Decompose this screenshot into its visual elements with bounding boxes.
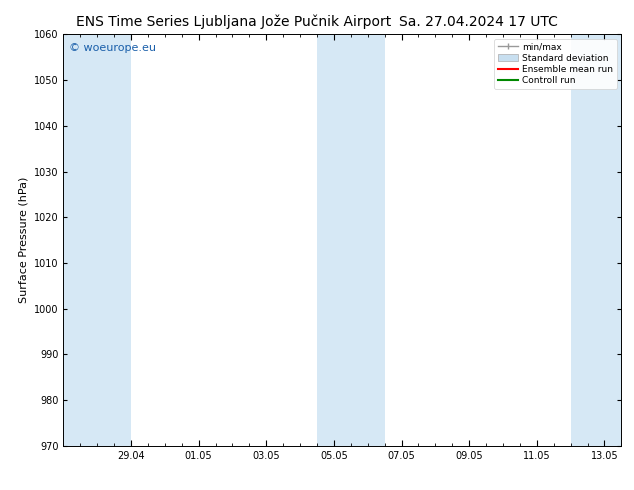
Text: Sa. 27.04.2024 17 UTC: Sa. 27.04.2024 17 UTC: [399, 15, 558, 29]
Bar: [317, 34, 385, 446]
Text: © woeurope.eu: © woeurope.eu: [69, 43, 156, 52]
Bar: [571, 34, 621, 446]
Text: ENS Time Series Ljubljana Jože Pučnik Airport: ENS Time Series Ljubljana Jože Pučnik Ai…: [76, 15, 391, 29]
Bar: [63, 34, 131, 446]
Legend: min/max, Standard deviation, Ensemble mean run, Controll run: min/max, Standard deviation, Ensemble me…: [495, 39, 617, 89]
Y-axis label: Surface Pressure (hPa): Surface Pressure (hPa): [18, 177, 29, 303]
